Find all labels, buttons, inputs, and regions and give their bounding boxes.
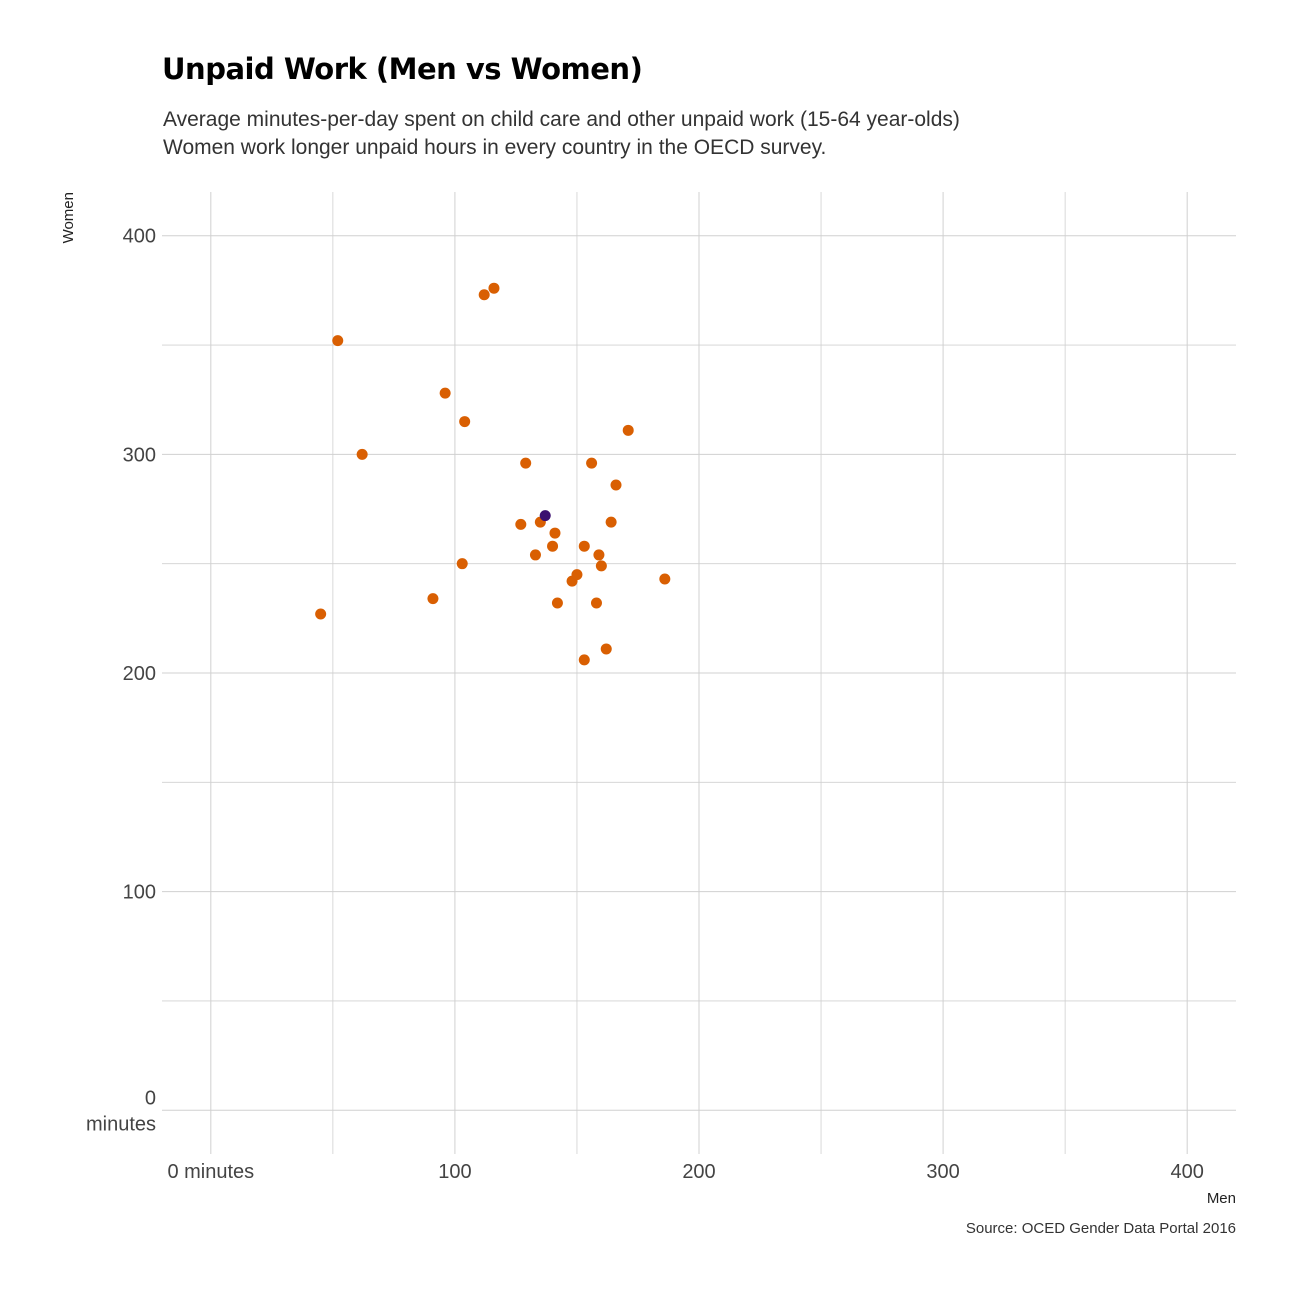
- data-point: [529, 549, 541, 561]
- data-point: [571, 569, 583, 581]
- data-point: [600, 643, 612, 655]
- y-tick-label: 300: [123, 444, 156, 466]
- data-point: [610, 479, 622, 491]
- subtitle-line-2: Women work longer unpaid hours in every …: [163, 136, 827, 159]
- grid-layer: [162, 192, 1236, 1154]
- x-tick-label: 400: [1170, 1161, 1203, 1183]
- data-point: [459, 416, 471, 428]
- y-tick-label: 400: [123, 226, 156, 248]
- chart-title: Unpaid Work (Men vs Women): [162, 52, 643, 86]
- source-caption: Source: OCED Gender Data Portal 2016: [965, 1220, 1236, 1237]
- data-point: [515, 518, 527, 530]
- x-tick-label: 100: [438, 1161, 471, 1183]
- data-point: [332, 335, 344, 347]
- data-point: [520, 457, 532, 469]
- x-axis-title: Men: [1207, 1190, 1236, 1207]
- data-point: [659, 573, 671, 585]
- highlight-point: [539, 510, 551, 522]
- data-point: [578, 654, 590, 666]
- data-point: [578, 540, 590, 552]
- points-layer: [315, 282, 671, 666]
- data-point: [605, 516, 617, 528]
- labels-layer: 0 minutes 100 200 300 400 0 minutes 100 200 300 40…: [60, 192, 1236, 1207]
- y-axis-title: Women: [60, 192, 77, 243]
- data-point: [456, 558, 468, 570]
- chart-subtitle: Average minutes-per-day spent on child c…: [163, 106, 960, 162]
- data-point: [488, 282, 500, 294]
- y-tick-label: 200: [123, 663, 156, 685]
- data-point: [595, 560, 607, 572]
- data-point: [549, 527, 561, 539]
- y-tick-label: 100: [123, 882, 156, 904]
- data-point: [315, 608, 327, 620]
- x-tick-label: 0 minutes: [167, 1161, 254, 1183]
- subtitle-line-1: Average minutes-per-day spent on child c…: [163, 108, 960, 131]
- data-point: [590, 597, 602, 609]
- data-point: [439, 387, 451, 399]
- data-point: [586, 457, 598, 469]
- data-point: [547, 540, 559, 552]
- data-point: [622, 424, 634, 436]
- data-point: [593, 549, 605, 561]
- y-tick-label: 0 minutes: [86, 1087, 156, 1135]
- x-tick-label: 200: [682, 1161, 715, 1183]
- data-point: [478, 289, 490, 301]
- data-point: [356, 448, 368, 460]
- data-point: [551, 597, 563, 609]
- data-point: [427, 593, 439, 605]
- x-tick-label: 300: [926, 1161, 959, 1183]
